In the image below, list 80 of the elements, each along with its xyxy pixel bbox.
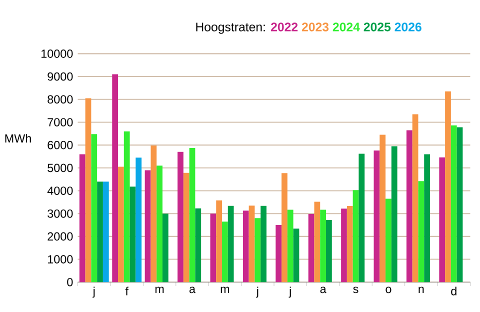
bar (445, 91, 451, 282)
bar (79, 154, 86, 282)
x-tick-label: s (353, 286, 358, 293)
bar (424, 154, 430, 282)
bar (282, 172, 288, 282)
bar (308, 214, 314, 282)
bar (183, 172, 190, 282)
bar (242, 210, 249, 282)
bar (412, 114, 418, 282)
bar (439, 157, 446, 282)
bar (391, 146, 398, 282)
bar (195, 208, 202, 282)
bar (276, 224, 282, 282)
bar (358, 154, 365, 282)
bar (144, 170, 151, 282)
bar (406, 130, 412, 282)
text: 2024 (332, 22, 360, 32)
x-tick-label: n (418, 286, 424, 293)
y-axis-title: MWh (5, 134, 31, 142)
text: 2023 (302, 22, 329, 32)
bar (178, 152, 184, 282)
bar (260, 206, 266, 282)
bar (254, 218, 261, 282)
bar (374, 150, 380, 282)
bar (456, 127, 463, 282)
x-tick-label: o (386, 286, 392, 293)
bar (150, 145, 157, 282)
bar (97, 181, 103, 282)
bar (450, 125, 457, 282)
bar (287, 210, 294, 282)
x-tick-label: j (288, 286, 291, 298)
y-tick-label: 5000 (48, 164, 73, 172)
y-tick-label: 3000 (48, 209, 73, 218)
x-tick-label: m (155, 286, 164, 293)
bar (314, 202, 320, 282)
x-tick-label: j (256, 286, 258, 298)
y-tick-label: 1000 (48, 254, 73, 264)
bar (293, 228, 300, 282)
bar (102, 181, 109, 282)
bar (248, 205, 255, 282)
y-tick-label: 9000 (48, 72, 73, 80)
bar (216, 200, 222, 282)
y-tick-label: 0 (67, 278, 73, 286)
text: 2022 (271, 22, 298, 32)
x-tick-label: a (189, 286, 196, 293)
x-tick-label: f (125, 286, 128, 296)
y-tick-label: 10000 (42, 49, 73, 58)
x-tick-label: m (220, 286, 230, 293)
bar (418, 180, 424, 282)
y-tick-label: 6000 (48, 140, 73, 150)
bar (112, 74, 118, 282)
bar (228, 206, 234, 282)
bar (326, 220, 332, 282)
bar (346, 206, 353, 282)
bar (380, 134, 386, 282)
bar (341, 208, 347, 282)
bar (91, 134, 98, 282)
bar (352, 190, 359, 282)
bar (156, 165, 162, 282)
bar (124, 131, 130, 282)
bar (136, 157, 142, 282)
bar (162, 213, 168, 282)
text: 2026 (394, 22, 422, 32)
bar (85, 98, 92, 282)
bar (320, 210, 326, 282)
y-tick-label: 8000 (48, 95, 73, 104)
text: 2025 (364, 22, 391, 32)
y-tick-label: 4000 (47, 186, 73, 195)
x-tick-label: d (451, 286, 456, 296)
x-tick-label: j (92, 286, 95, 298)
x-tick-label: a (320, 286, 326, 293)
bar (189, 148, 196, 282)
bar (222, 221, 228, 282)
bar (386, 198, 392, 282)
chart-title: Hoogstraten: (196, 22, 265, 34)
y-tick-label: 7000 (48, 118, 73, 126)
bar (130, 186, 136, 282)
bar (210, 213, 216, 282)
y-tick-label: 2000 (48, 232, 73, 240)
bar (118, 166, 124, 282)
